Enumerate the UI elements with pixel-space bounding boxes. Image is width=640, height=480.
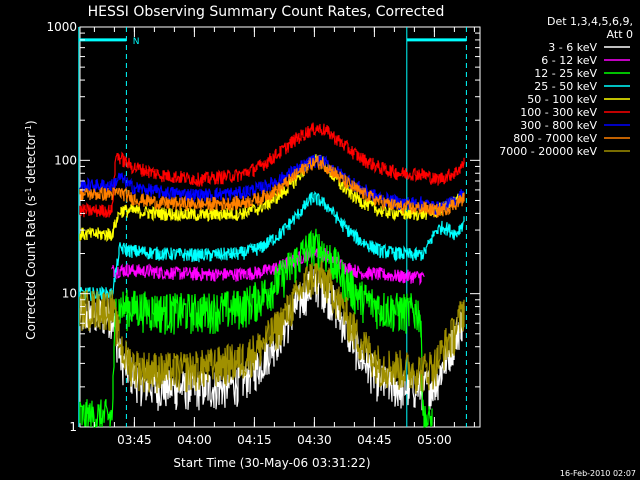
footer-timestamp: 16-Feb-2010 02:07 bbox=[560, 469, 636, 478]
x-tick-label: 05:00 bbox=[417, 433, 452, 447]
legend-label-1: 6 - 12 keV bbox=[541, 54, 597, 67]
x-tick-label: 04:30 bbox=[297, 433, 332, 447]
marker-flag-label: N bbox=[133, 37, 140, 47]
y-tick-label: 1000 bbox=[46, 20, 77, 34]
y-axis-label: Corrected Count Rate (s-1 detector-1) bbox=[24, 120, 39, 339]
y-axis-label-main: Corrected Count Rate (s bbox=[24, 195, 38, 339]
series-line-3 bbox=[79, 190, 465, 303]
y-tick-label: 1 bbox=[69, 420, 77, 434]
legend-label-0: 3 - 6 keV bbox=[548, 41, 597, 54]
y-axis-label-mid: detector bbox=[24, 133, 38, 188]
series-line-6 bbox=[79, 153, 465, 216]
plot-axes bbox=[79, 26, 481, 428]
legend-header-line2: Att 0 bbox=[607, 28, 633, 41]
y-tick-label: 100 bbox=[54, 153, 77, 167]
legend-label-4: 50 - 100 keV bbox=[527, 93, 597, 106]
series-line-4 bbox=[79, 154, 465, 243]
y-axis-label-sup2: -1 bbox=[24, 125, 33, 133]
series-line-2 bbox=[79, 228, 433, 428]
axis-ticks: 1 10 100 1000 03:45 04:00 04:15 04:30 04:45 05:00 bbox=[46, 20, 480, 447]
legend-header-line1: Det 1,3,4,5,6,9, bbox=[547, 15, 633, 28]
legend-label-8: 7000 - 20000 keV bbox=[499, 145, 597, 158]
legend-label-7: 800 - 7000 keV bbox=[513, 132, 597, 145]
series-line-8 bbox=[79, 260, 465, 394]
series-line-7 bbox=[79, 155, 465, 218]
legend-label-2: 12 - 25 keV bbox=[534, 67, 597, 80]
y-axis-label-end: ) bbox=[24, 120, 38, 125]
plot-frame bbox=[79, 26, 481, 428]
series-lines bbox=[79, 122, 465, 428]
series-line-1 bbox=[111, 244, 425, 286]
y-axis-label-sup1: -1 bbox=[24, 187, 33, 195]
series-line-5 bbox=[79, 122, 465, 218]
x-tick-label: 03:45 bbox=[117, 433, 152, 447]
x-tick-label: 04:15 bbox=[237, 433, 272, 447]
legend-label-3: 25 - 50 keV bbox=[534, 80, 597, 93]
legend-label-5: 100 - 300 keV bbox=[520, 106, 597, 119]
x-axis-label: Start Time (30-May-06 03:31:22) bbox=[173, 456, 370, 470]
y-tick-label: 10 bbox=[62, 287, 77, 301]
x-tick-label: 04:00 bbox=[177, 433, 212, 447]
x-tick-label: 04:45 bbox=[357, 433, 392, 447]
legend-label-6: 300 - 800 keV bbox=[520, 119, 597, 132]
chart-title: HESSI Observing Summary Count Rates, Cor… bbox=[88, 4, 445, 20]
